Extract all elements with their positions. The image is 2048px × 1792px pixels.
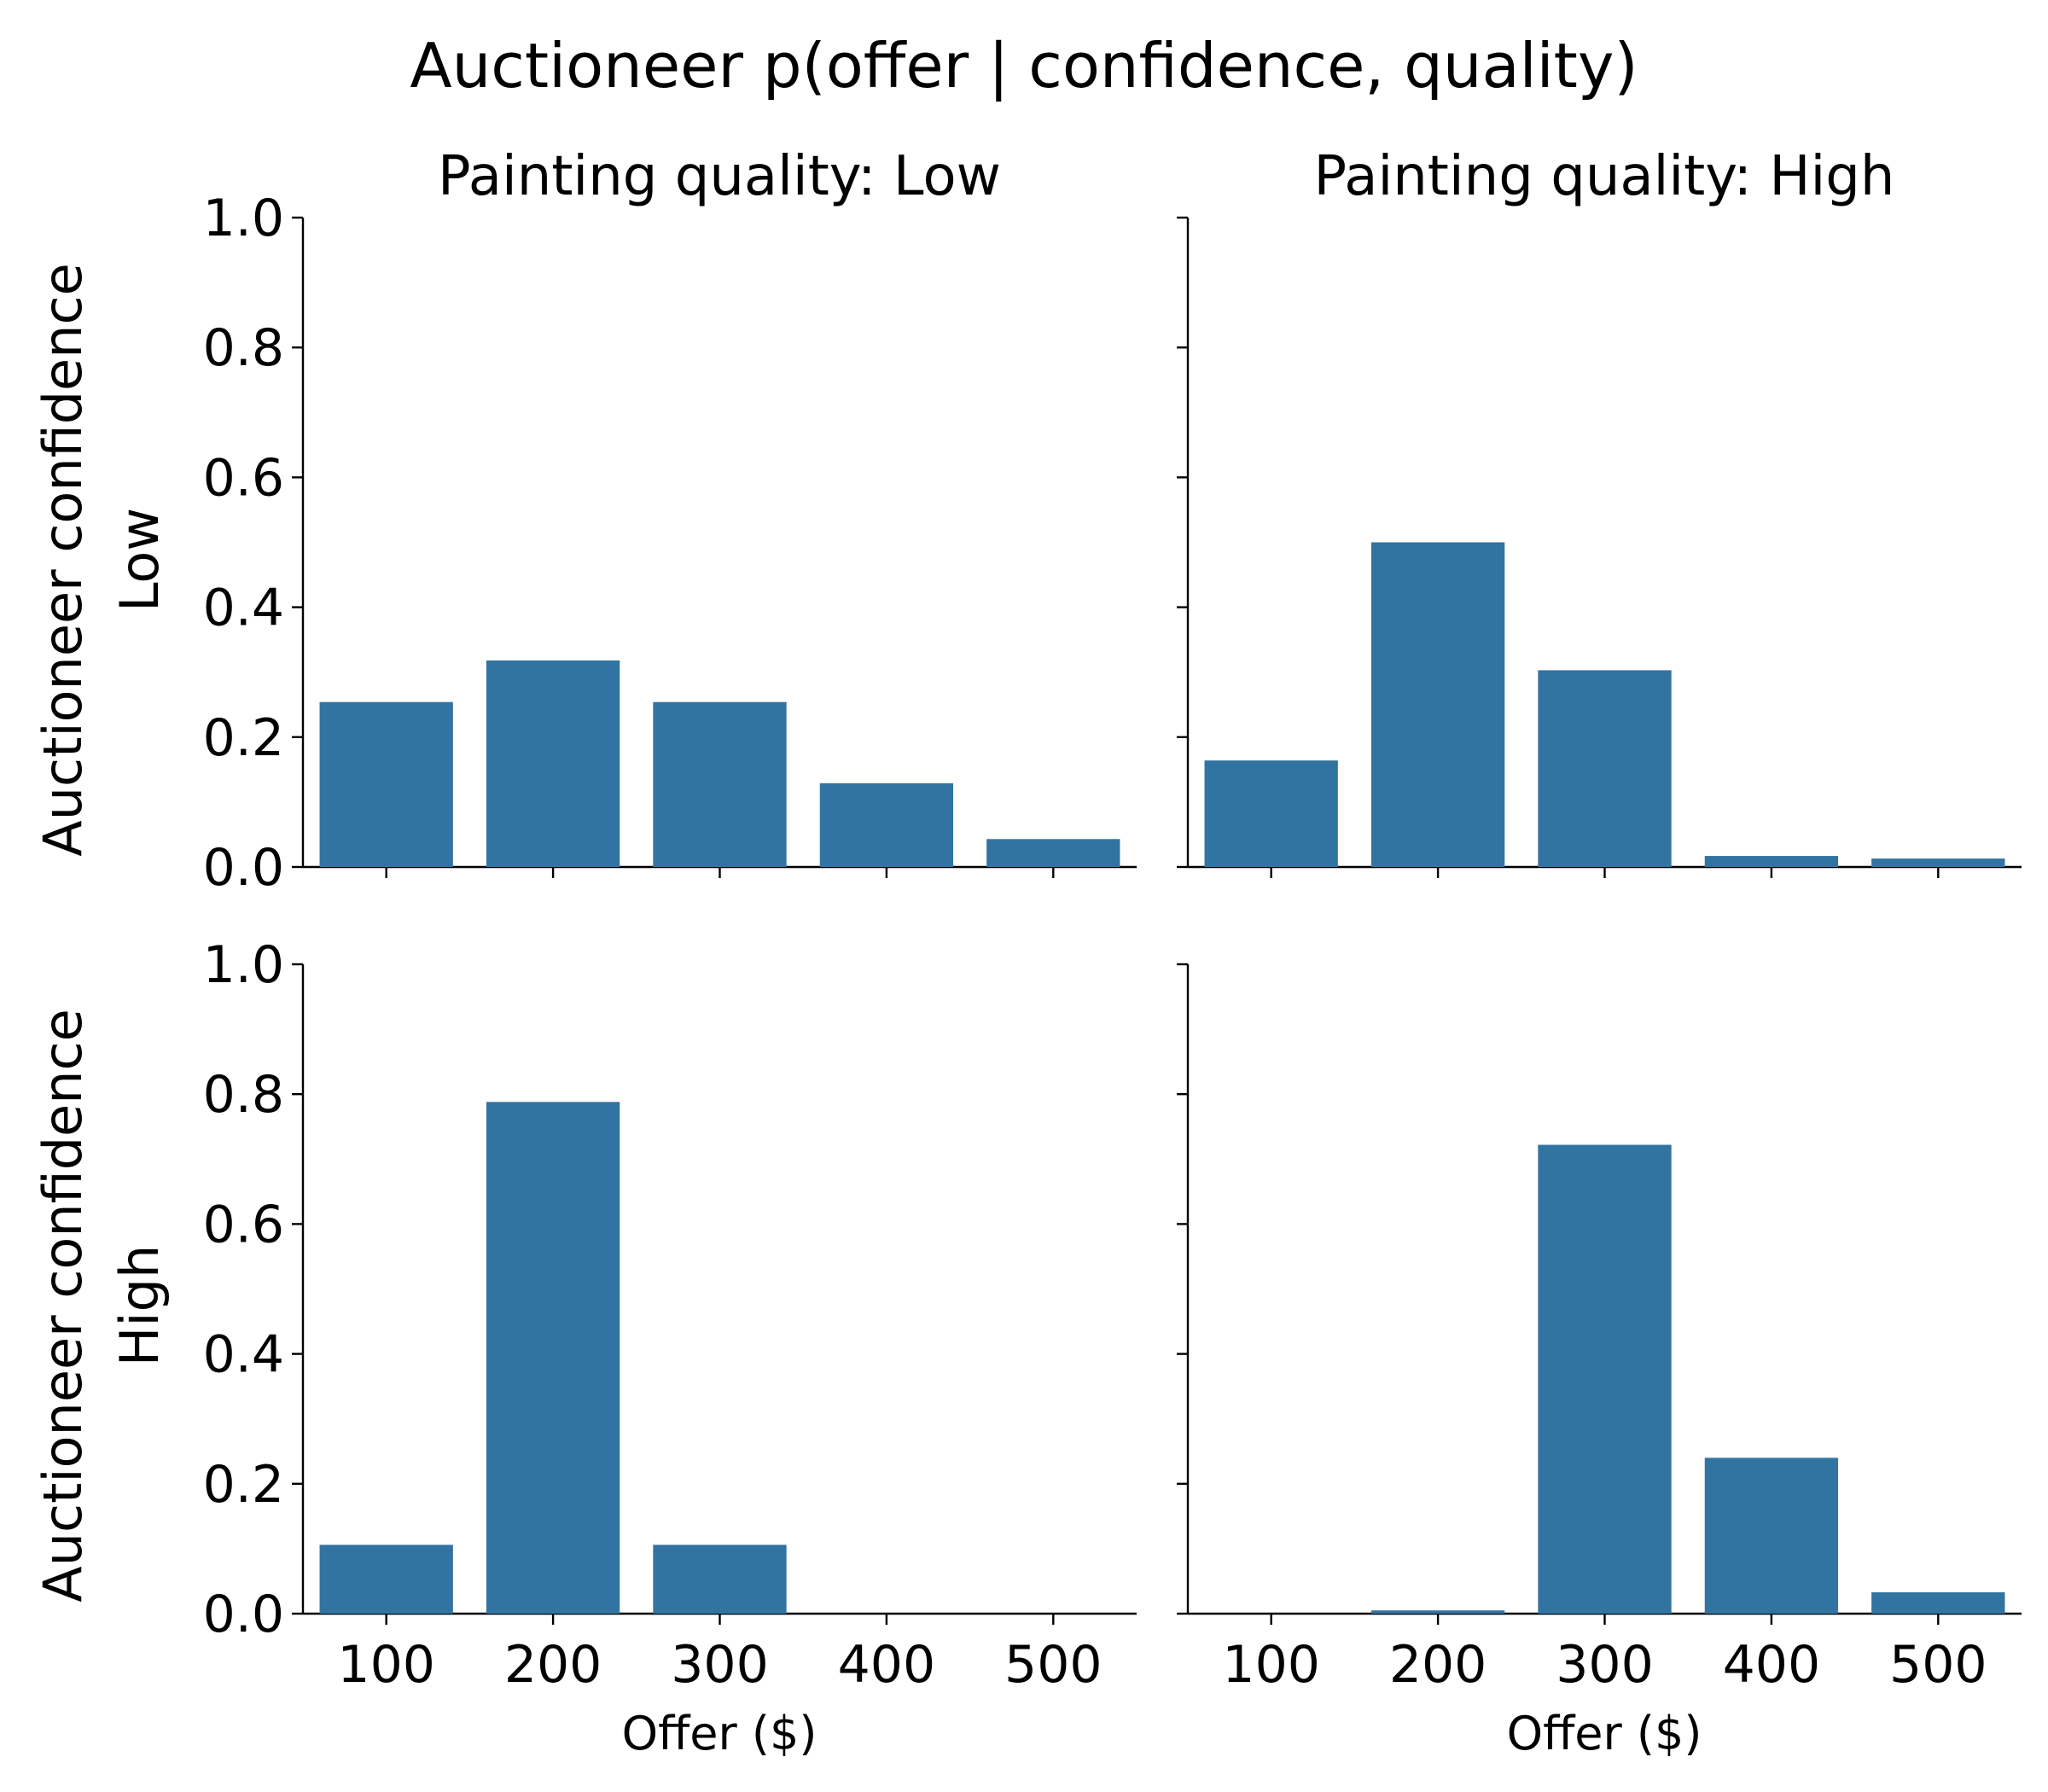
bar-200 [486, 660, 620, 867]
panel-conf-low-quality-low: 0.0 0.2 0.4 0.6 0.8 1.0 [203, 189, 1137, 898]
y-tick-label: 0.6 [203, 1195, 284, 1254]
bar-100 [1204, 760, 1338, 867]
x-tick-label: 300 [1556, 1635, 1654, 1695]
y-tick-label: 0.0 [203, 838, 284, 898]
panels: 0.0 0.2 0.4 0.6 0.8 1.0 0.0 0.2 0.4 0.6 0.8 1.0 100 2… [203, 189, 2022, 1695]
row-label-confidence-low-line2: Low [108, 508, 171, 612]
bar-200 [1370, 1610, 1505, 1614]
x-tick-label: 200 [1389, 1635, 1487, 1695]
x-tick-label: 300 [671, 1635, 769, 1695]
panel-conf-high-quality-low: 0.0 0.2 0.4 0.6 0.8 1.0 100 200 300 400 500 [203, 935, 1137, 1695]
bar-500 [986, 839, 1120, 867]
y-tick-label: 0.8 [203, 1065, 284, 1125]
panel-conf-high-quality-high: 100 200 300 400 500 [1177, 963, 2022, 1695]
bar-200 [1370, 542, 1505, 867]
x-tick-label: 200 [504, 1635, 602, 1695]
bar-300 [1538, 670, 1672, 867]
bar-100 [319, 701, 453, 867]
bar-400 [1704, 856, 1839, 867]
chart-title: Auctioneer p(offer | confidence, quality… [410, 30, 1638, 102]
x-axis-label-right: Offer ($) [1507, 1707, 1702, 1760]
bar-100 [319, 1545, 453, 1614]
column-title-quality-low: Painting quality: Low [438, 145, 1001, 208]
x-tick-label: 500 [1889, 1635, 1987, 1695]
bar-200 [486, 1102, 620, 1614]
x-tick-label: 100 [337, 1635, 435, 1695]
panel-conf-low-quality-high [1177, 216, 2022, 878]
y-tick-label: 0.6 [203, 448, 284, 508]
row-label-confidence-low-line1: Auctioneer confidence [32, 263, 94, 856]
bar-500 [1871, 1591, 2005, 1614]
bar-400 [1704, 1457, 1839, 1614]
x-tick-label: 400 [1723, 1635, 1821, 1695]
x-tick-label: 400 [838, 1635, 936, 1695]
x-axis-label-left: Offer ($) [622, 1707, 817, 1760]
y-tick-label: 1.0 [203, 935, 284, 995]
x-tick-label: 500 [1004, 1635, 1103, 1695]
y-tick-label: 0.4 [203, 579, 284, 638]
y-tick-label: 0.2 [203, 1455, 284, 1515]
bar-300 [653, 1545, 787, 1614]
bar-300 [1538, 1144, 1672, 1614]
y-tick-label: 0.4 [203, 1325, 284, 1385]
bar-400 [819, 783, 954, 867]
y-tick-label: 0.2 [203, 708, 284, 768]
y-tick-label: 1.0 [203, 189, 284, 248]
bar-500 [1871, 858, 2005, 867]
row-label-confidence-high-line1: Auctioneer confidence [32, 1009, 94, 1602]
column-title-quality-high: Painting quality: High [1314, 145, 1895, 208]
row-label-confidence-high-line2: High [108, 1245, 171, 1367]
y-tick-label: 0.0 [203, 1585, 284, 1644]
x-tick-label: 100 [1222, 1635, 1320, 1695]
y-tick-label: 0.8 [203, 318, 284, 378]
bar-300 [653, 701, 787, 867]
